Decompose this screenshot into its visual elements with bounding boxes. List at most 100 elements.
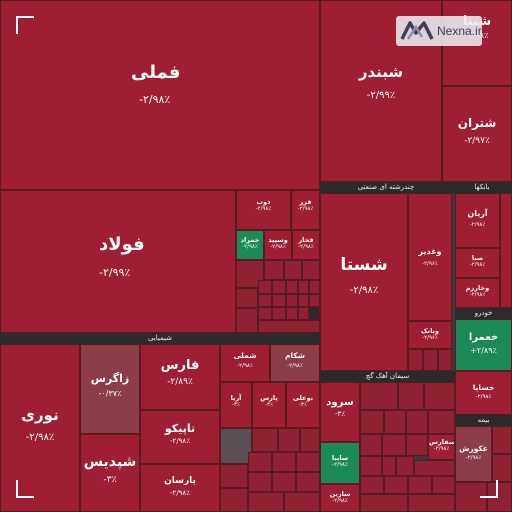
small-tile[interactable] (258, 294, 272, 307)
small-tile[interactable] (492, 426, 512, 454)
small-tile[interactable] (384, 476, 408, 494)
small-tile[interactable] (302, 260, 320, 280)
tile-saina[interactable]: صبا -۲/۹۸٪ (455, 248, 500, 278)
tile-pct: -۲/۹۸٪ (287, 363, 303, 370)
small-tile[interactable] (252, 428, 278, 452)
small-tile[interactable] (406, 434, 428, 456)
small-tile[interactable] (309, 294, 320, 307)
tile-sarin[interactable]: سارین -۲/۹۸٪ (320, 484, 360, 512)
tile-shatran[interactable]: شتران -۲/۹۷٪ (442, 86, 512, 182)
tile-tapiko[interactable]: تاپیکو -۲/۹۸٪ (140, 410, 220, 464)
small-tile[interactable] (382, 456, 396, 476)
tile-khomra[interactable]: خعمرا +۲/۸۹٪ (455, 319, 512, 371)
small-tile[interactable] (258, 307, 272, 320)
tile-pct: -۲/۹۸٪ (170, 437, 190, 446)
small-tile[interactable] (296, 452, 320, 472)
tile-fameli[interactable]: فملی -۲/۹۸٪ (0, 0, 320, 190)
small-tile[interactable] (272, 452, 296, 472)
small-tile[interactable] (396, 456, 414, 476)
tile-vkharazm[interactable]: وخارزم -۲/۹۸٪ (455, 278, 500, 308)
tile-arya[interactable]: آریا -۳٪ (220, 382, 252, 428)
small-tile[interactable] (248, 452, 272, 472)
small-tile[interactable] (382, 434, 406, 456)
small-tile[interactable] (360, 456, 382, 476)
small-tile[interactable] (258, 280, 272, 294)
small-tile[interactable] (309, 280, 320, 294)
tile-vbank[interactable]: وبانک -۲/۹۶٪ (408, 321, 452, 349)
small-tile[interactable] (384, 410, 406, 434)
tile-fakhaz[interactable]: فخاز -۲/۹۸٪ (292, 230, 320, 260)
tile-ghzob[interactable]: ذوب -۲/۹۸٪ (236, 190, 291, 230)
tile-shkam[interactable]: شکام -۲/۹۸٪ (270, 344, 320, 382)
small-tile[interactable] (220, 488, 248, 512)
tile-foolad[interactable]: فولاد -۲/۹۹٪ (0, 190, 236, 333)
small-tile[interactable] (284, 260, 302, 280)
small-tile[interactable] (264, 260, 284, 280)
small-tile[interactable] (286, 307, 298, 320)
tile-fars[interactable]: فارس -۲/۸۹٪ (140, 344, 220, 410)
small-tile[interactable] (272, 307, 286, 320)
small-tile[interactable] (278, 428, 300, 452)
small-tile[interactable] (408, 494, 455, 512)
small-tile[interactable] (286, 294, 298, 307)
small-tile[interactable] (360, 410, 384, 434)
tile-boali[interactable]: بوعلی -۳٪ (286, 382, 320, 428)
small-tile[interactable] (398, 382, 424, 410)
small-tile[interactable] (500, 193, 512, 308)
tile-vghadir[interactable]: وغدیر -۲/۹۶٪ (408, 193, 452, 321)
small-tile[interactable] (286, 280, 298, 294)
tile-aryan[interactable]: آریان -۲/۹۸٪ (455, 193, 500, 248)
small-tile[interactable] (432, 476, 455, 494)
small-tile[interactable] (220, 428, 252, 464)
small-tile[interactable] (236, 308, 258, 333)
tile-sabia[interactable]: سابیا -۲/۹۸٪ (320, 442, 360, 484)
tile-shasta[interactable]: شستا -۲/۹۸٪ (320, 193, 408, 371)
small-tile[interactable] (258, 320, 320, 333)
sector-label-ins: بیمه (455, 415, 512, 426)
small-tile[interactable] (438, 349, 452, 371)
tile-zagros[interactable]: زاگرس -۰/۳۷٪ (80, 344, 140, 434)
small-tile[interactable] (236, 288, 258, 308)
small-tile[interactable] (428, 410, 455, 434)
tile-name: تاپیکو (164, 422, 196, 435)
small-tile[interactable] (408, 349, 423, 371)
small-tile[interactable] (300, 428, 320, 452)
tile-pct: -۲/۹۸٪ (469, 292, 486, 299)
tile-pars[interactable]: پارس -۳٪ (252, 382, 286, 428)
small-tile[interactable] (309, 307, 320, 320)
small-tile[interactable] (298, 294, 309, 307)
tile-hamrad[interactable]: خمراد -۲/۹۸٪ (236, 230, 264, 260)
tile-shpdis[interactable]: شپدیس -۳٪ (80, 434, 140, 512)
tile-noori[interactable]: نوری -۲/۹۸٪ (0, 344, 80, 512)
small-tile[interactable] (272, 472, 296, 492)
tile-sfars[interactable]: سفارس -۲/۹۸٪ (428, 434, 455, 460)
small-tile[interactable] (360, 434, 382, 456)
small-tile[interactable] (272, 280, 286, 294)
tile-shemli[interactable]: شملی -۲/۹۸٪ (220, 344, 270, 382)
small-tile[interactable] (424, 382, 455, 410)
small-tile[interactable] (298, 307, 309, 320)
small-tile[interactable] (298, 280, 309, 294)
small-tile[interactable] (406, 410, 428, 434)
tile-kesava[interactable]: خساپا -۲/۹۸٪ (455, 371, 512, 415)
small-tile[interactable] (360, 494, 408, 512)
small-tile[interactable] (248, 472, 272, 492)
small-tile[interactable] (272, 294, 286, 307)
small-tile[interactable] (296, 472, 320, 492)
small-tile[interactable] (423, 349, 438, 371)
small-tile[interactable] (492, 454, 512, 482)
tile-frazer[interactable]: فزر -۲/۹۸٪ (291, 190, 320, 230)
small-tile[interactable] (408, 476, 432, 494)
tile-pct: -۲/۹۸٪ (433, 446, 450, 453)
small-tile[interactable] (220, 464, 248, 488)
tile-vsapid[interactable]: وسپید -۲/۹۸٪ (264, 230, 292, 260)
tile-kharsanid[interactable]: غکورش -۲/۹۸٪ (455, 426, 492, 482)
small-tile[interactable] (360, 382, 398, 410)
tile-sarvod[interactable]: سرود -۳٪ (320, 382, 360, 442)
small-tile[interactable] (414, 460, 455, 476)
small-tile[interactable] (284, 492, 320, 512)
small-tile[interactable] (248, 492, 284, 512)
tile-parsan[interactable]: پارسان -۲/۹۸٪ (140, 464, 220, 512)
small-tile[interactable] (360, 476, 384, 494)
tile-name: وغدیر (418, 247, 442, 256)
